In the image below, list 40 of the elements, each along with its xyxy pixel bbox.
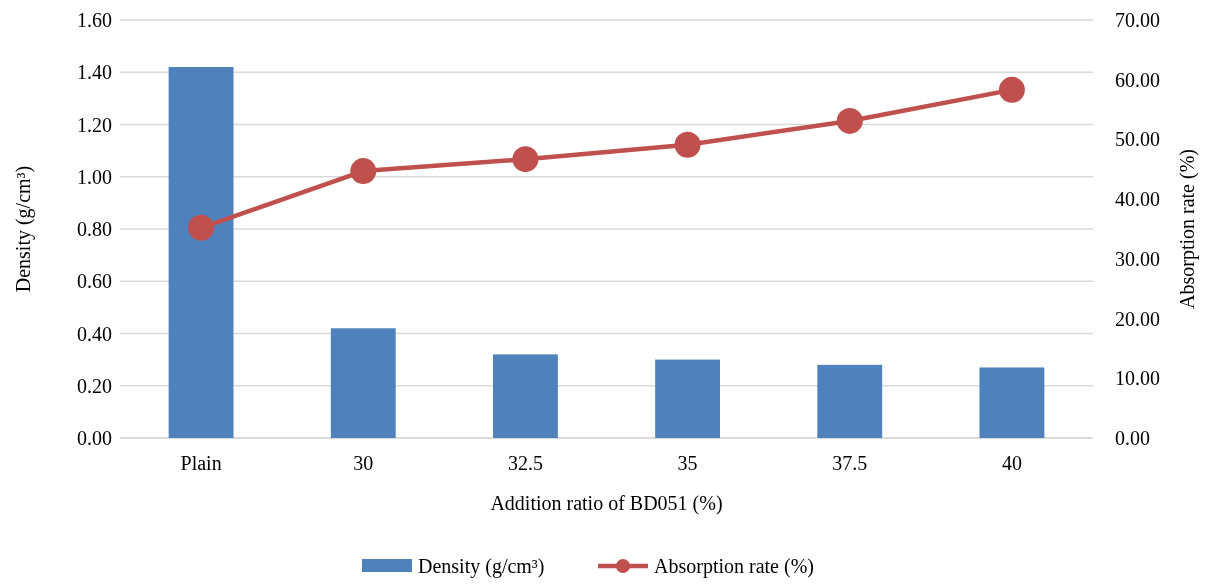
x-tick-label: 32.5 <box>507 452 543 474</box>
bar <box>492 354 558 438</box>
y-tick-label: 0.80 <box>77 218 112 240</box>
x-tick-label: 35 <box>677 452 698 474</box>
x-axis-title: Addition ratio of BD051 (%) <box>490 492 723 515</box>
y2-tick-label: 40.00 <box>1115 188 1160 211</box>
bar <box>330 328 396 438</box>
y-tick-label: 1.00 <box>77 165 112 188</box>
bar <box>168 67 234 438</box>
x-tick-label: 40 <box>1001 452 1022 474</box>
y2-tick-label: 10.00 <box>1115 367 1160 390</box>
y-tick-label: 0.00 <box>77 427 112 449</box>
point <box>836 107 863 134</box>
y-tick-label: 1.20 <box>77 113 112 136</box>
point <box>350 158 377 185</box>
y2-tick-label: 20.00 <box>1115 307 1160 330</box>
y2-tick-label: 0.00 <box>1115 427 1150 449</box>
legend-label: Absorption rate (%) <box>654 555 814 578</box>
y2-axis-title: Absorption rate (%) <box>1176 149 1199 309</box>
bar <box>817 364 883 438</box>
y-tick-label: 1.40 <box>77 61 112 84</box>
point <box>998 76 1025 103</box>
y2-tick-label: 50.00 <box>1115 128 1160 151</box>
point <box>674 131 701 158</box>
y2-tick-label: 60.00 <box>1115 68 1160 91</box>
point <box>188 214 215 241</box>
y-tick-label: 0.60 <box>77 270 112 293</box>
x-tick-label: Plain <box>180 452 222 474</box>
y-axis-title: Density (g/cm³) <box>12 165 35 293</box>
y2-tick-label: 30.00 <box>1115 247 1160 270</box>
x-tick-label: 37.5 <box>832 452 868 474</box>
y2-tick-label: 70.00 <box>1115 9 1160 31</box>
y-tick-label: 1.60 <box>77 9 112 31</box>
point <box>512 146 539 173</box>
bar <box>655 359 721 438</box>
y-tick-label: 0.20 <box>77 374 112 397</box>
legend-label: Density (g/cm³) <box>418 555 545 578</box>
y-tick-label: 0.40 <box>77 322 112 345</box>
bar <box>979 367 1045 438</box>
x-tick-label: 30 <box>353 452 374 474</box>
